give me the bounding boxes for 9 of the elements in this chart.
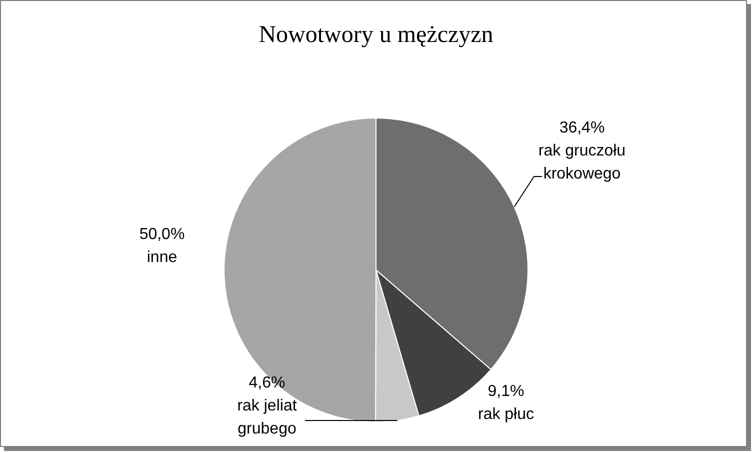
data-label: 50,0%: [139, 226, 185, 243]
slice-label: inne: [146, 249, 178, 266]
slice-label: rak gruczołu krokowego: [538, 142, 626, 182]
chart-title: Nowotwory u mężczyzn: [258, 22, 494, 48]
slice-label: rak płuc: [478, 406, 534, 423]
slice-label: rak jeliat grubego: [237, 398, 298, 438]
data-label: 4,6%: [248, 374, 286, 392]
data-label: 36,4%: [559, 120, 605, 136]
data-label: 9,1%: [488, 383, 524, 400]
